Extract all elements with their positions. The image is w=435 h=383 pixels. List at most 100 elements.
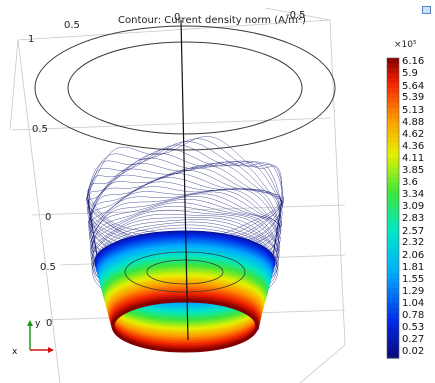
box-edge-1	[330, 20, 345, 345]
colorbar-segment-20	[387, 158, 399, 164]
colorbar-tick-label: 5.13	[402, 106, 424, 116]
colorbar-segment-7	[387, 93, 399, 99]
colorbar-segment-53	[387, 323, 399, 329]
colorbar-tick-label: 0.27	[402, 335, 424, 345]
colorbar-segment-31	[387, 213, 399, 219]
colorbar-tick-label: 3.6	[402, 178, 418, 188]
colorbar-segment-43	[387, 273, 399, 279]
colorbar-segment-21	[387, 163, 399, 169]
colorbar-segment-18	[387, 148, 399, 154]
colorbar-segment-19	[387, 153, 399, 159]
colorbar-tick-label: 4.11	[402, 154, 424, 164]
colorbar-segment-11	[387, 113, 399, 119]
colorbar-tick-label: 5.39	[402, 93, 424, 103]
colorbar-tick-label: 1.04	[402, 299, 424, 309]
colorbar-segment-10	[387, 108, 399, 114]
colorbar-segment-47	[387, 293, 399, 299]
colorbar-segment-12	[387, 118, 399, 124]
tick-label-left-0.5: 0.5	[32, 124, 48, 135]
colorbar-segment-29	[387, 203, 399, 209]
colorbar-segment-33	[387, 223, 399, 229]
box-edge-6	[32, 205, 345, 215]
colorbar-tick-label: 1.55	[402, 275, 424, 285]
colorbar-tick-label: 1.81	[402, 263, 424, 273]
tick-label-top-0: 0	[174, 12, 180, 23]
colorbar-segment-41	[387, 263, 399, 269]
colorbar-tick-label: 1.29	[402, 287, 424, 297]
colorbar-segment-46	[387, 288, 399, 294]
triad-y-label: y	[35, 319, 41, 329]
colorbar-segment-9	[387, 103, 399, 109]
colorbar-segment-6	[387, 88, 399, 94]
colorbar-segment-23	[387, 173, 399, 179]
colorbar-segment-22	[387, 168, 399, 174]
colorbar-tick-label: 2.83	[402, 214, 424, 224]
box-edge-5	[300, 345, 345, 383]
ring-outer	[35, 26, 335, 150]
view-icon[interactable]	[422, 6, 431, 14]
colorbar-segment-30	[387, 208, 399, 214]
colorbar-segment-8	[387, 98, 399, 104]
colorbar-segment-0	[387, 58, 399, 64]
colorbar-tick-label: 2.57	[402, 227, 424, 237]
box-edge-2	[18, 40, 60, 383]
colorbar-segment-54	[387, 328, 399, 334]
colorbar-segment-40	[387, 258, 399, 264]
triad-x-label: x	[12, 347, 18, 357]
colorbar-segment-5	[387, 83, 399, 89]
colorbar-segment-25	[387, 183, 399, 189]
colorbar-tick-label: 3.09	[402, 202, 424, 212]
colorbar-segment-37	[387, 243, 399, 249]
colorbar-segment-58	[387, 348, 399, 354]
tick-label-top-minus-0.5: -0.5	[286, 10, 306, 21]
triad-y-arrow	[27, 320, 33, 326]
tick-label-left-0.5-lower: 0.5	[40, 262, 56, 273]
colorbar-segment-45	[387, 283, 399, 289]
colorbar-segment-38	[387, 248, 399, 254]
colorbar-tick-label: 3.85	[402, 166, 424, 176]
colorbar-segment-17	[387, 143, 399, 149]
colorbar-tick-label: 4.62	[402, 130, 424, 140]
colorbar-segment-52	[387, 318, 399, 324]
colorbar-segment-2	[387, 68, 399, 74]
colorbar-tick-label: 4.36	[402, 142, 424, 152]
triad-x-arrow	[48, 347, 54, 353]
box-edge-4	[10, 40, 18, 130]
box-edge-9	[12, 118, 330, 130]
colorbar-segment-35	[387, 233, 399, 239]
colorbar-tick-label: 6.16	[402, 57, 424, 67]
colorbar-scale-label: ×10⁵	[394, 40, 417, 50]
colorbar-segment-48	[387, 298, 399, 304]
colorbar-segment-13	[387, 123, 399, 129]
colorbar-tick-label: 2.32	[402, 238, 424, 248]
colorbar-segment-39	[387, 253, 399, 259]
colorbar-tick-label: 0.53	[402, 323, 424, 333]
colorbar-segment-42	[387, 268, 399, 274]
colorbar-segment-55	[387, 333, 399, 339]
tick-label-left-0: 0	[45, 212, 51, 223]
colorbar-segment-24	[387, 178, 399, 184]
colorbar-segment-49	[387, 303, 399, 309]
colorbar-segment-14	[387, 128, 399, 134]
plot-title: Contour: Current density norm (A/m²)	[118, 15, 306, 26]
colorbar-tick-labels: 6.16 5.9 5.64 5.39 5.13 4.88 4.62 4.36 4.11 3.85 3…	[402, 62, 435, 357]
tick-label-left-0-lower: 0	[46, 318, 52, 329]
colorbar-segment-57	[387, 343, 399, 349]
tick-label-left-1: 1	[28, 34, 34, 45]
colorbar-tick-label: 0.78	[402, 311, 424, 321]
colorbar-segment-56	[387, 338, 399, 344]
colorbar-segment-34	[387, 228, 399, 234]
colorbar-segment-1	[387, 63, 399, 69]
colorbar-tick-label: 2.06	[402, 251, 424, 261]
colorbar-tick-label: 5.64	[402, 82, 424, 92]
colorbar-segment-32	[387, 218, 399, 224]
tick-label-top-0.5: 0.5	[64, 20, 80, 31]
colorbar-tick-label: 4.88	[402, 118, 424, 128]
colorbar-segment-4	[387, 78, 399, 84]
colorbar-segment-27	[387, 193, 399, 199]
colorbar-segment-3	[387, 73, 399, 79]
colorbar-segment-50	[387, 308, 399, 314]
colorbar-segment-28	[387, 198, 399, 204]
colorbar-segment-26	[387, 188, 399, 194]
